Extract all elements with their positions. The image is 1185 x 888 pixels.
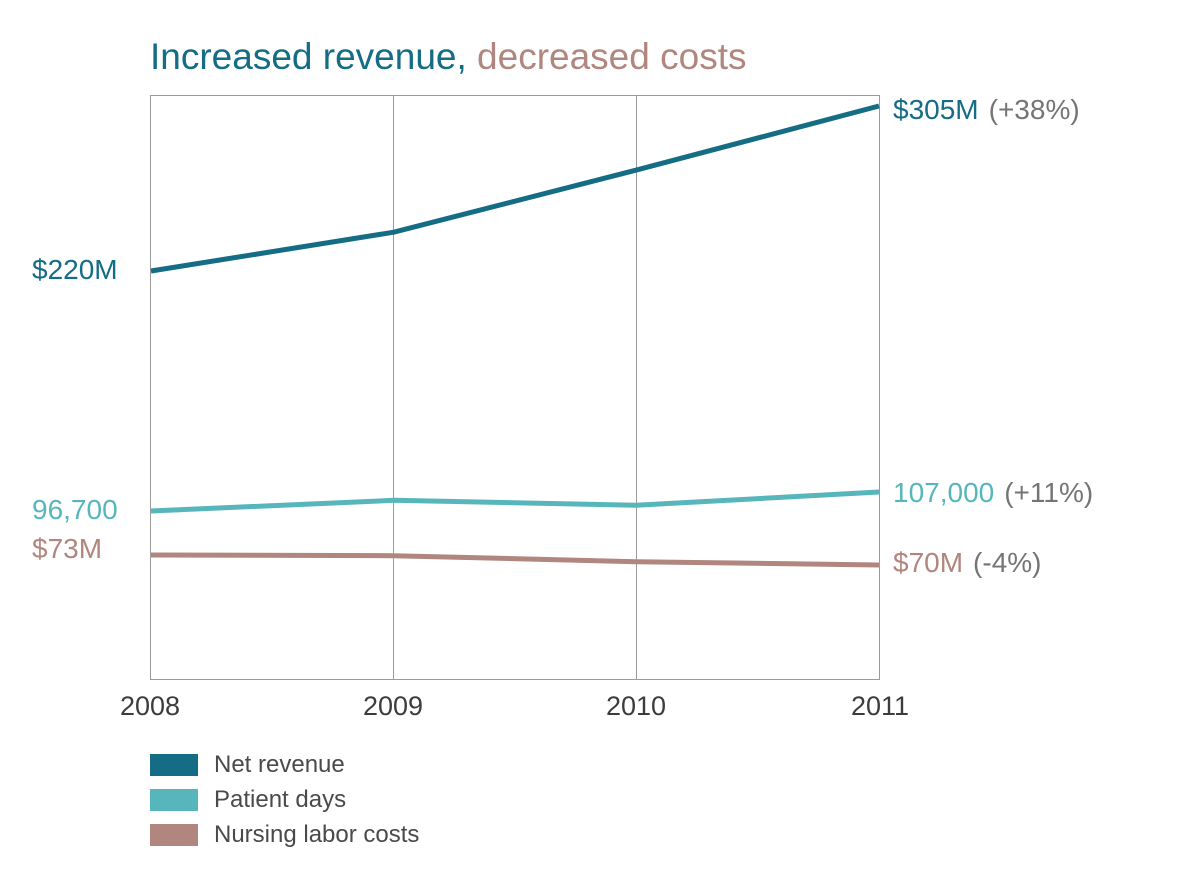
- end-change-nursing-costs: (-4%): [973, 547, 1042, 578]
- x-axis-label-2008: 2008: [119, 691, 181, 721]
- chart-title-costs-part: decreased costs: [477, 36, 747, 77]
- legend-swatch-nursing-costs: [150, 824, 198, 846]
- legend-item-nursing-costs: Nursing labor costs: [150, 821, 420, 848]
- legend-item-net-revenue: Net revenue: [150, 751, 419, 778]
- line-patient-days: [150, 489, 880, 514]
- end-label-nursing-costs: $70M (-4%): [893, 546, 1042, 580]
- line-nursing-labor-costs: [150, 552, 880, 568]
- end-label-patient-days: 107,000 (+11%): [893, 476, 1093, 510]
- legend-item-patient-days: Patient days: [150, 786, 419, 813]
- line-net-revenue: [150, 103, 880, 274]
- end-value-nursing-costs: $70M: [893, 547, 964, 578]
- legend-label-patient-days: Patient days: [214, 786, 347, 813]
- start-label-nursing-costs: $73M: [32, 533, 103, 564]
- end-change-patient-days: (+11%): [1004, 477, 1094, 508]
- legend-swatch-patient-days: [150, 789, 198, 811]
- x-axis-label-2009: 2009: [362, 691, 424, 721]
- end-label-net-revenue: $305M (+38%): [893, 93, 1080, 127]
- x-axis-label-2011: 2011: [850, 691, 910, 721]
- end-value-net-revenue: $305M: [893, 94, 979, 125]
- x-axis-label-2010: 2010: [605, 691, 667, 721]
- start-label-net-revenue: $220M: [32, 254, 118, 285]
- end-change-net-revenue: (+38%): [988, 94, 1080, 125]
- series-lines: [150, 103, 880, 568]
- chart-title-revenue-part: Increased revenue,: [150, 36, 478, 77]
- legend-label-net-revenue: Net revenue: [214, 751, 345, 778]
- legend-label-nursing-costs: Nursing labor costs: [214, 821, 420, 848]
- gridline-2010: [636, 96, 637, 679]
- gridline-2009: [393, 96, 394, 679]
- legend-swatch-net-revenue: [150, 754, 198, 776]
- plot-area: [150, 95, 880, 680]
- legend: Net revenue Patient days Nursing labor c…: [150, 751, 420, 859]
- end-value-patient-days: 107,000: [893, 477, 995, 508]
- start-label-patient-days: 96,700: [32, 494, 118, 525]
- chart-title: Increased revenue, decreased costs: [150, 36, 746, 78]
